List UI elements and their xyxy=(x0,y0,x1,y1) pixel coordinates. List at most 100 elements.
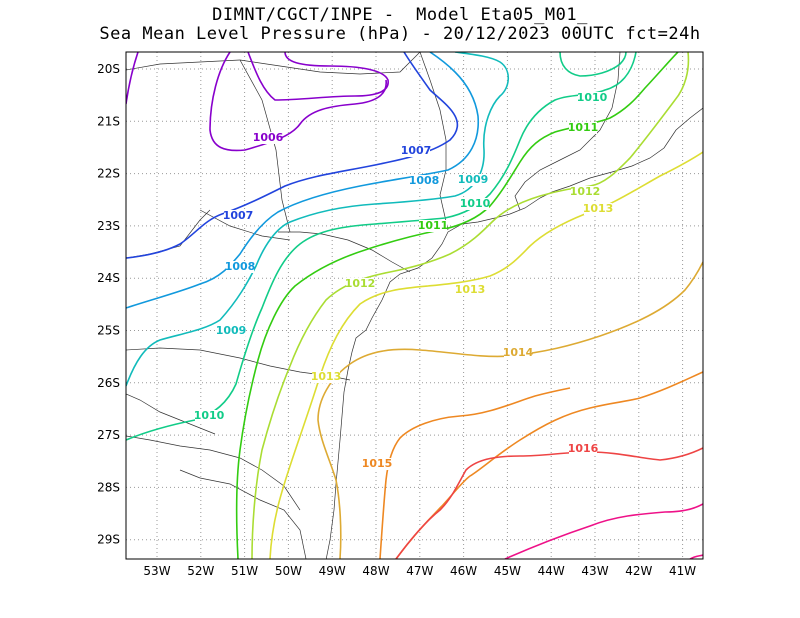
isobar-1006 xyxy=(126,52,139,105)
isobar-1006 xyxy=(209,52,387,152)
border-ms-sp xyxy=(239,59,291,233)
x-tick-label: 48W xyxy=(362,564,389,578)
isobar-1016 xyxy=(395,447,703,559)
isobar-1008 xyxy=(126,52,480,309)
isobar-label-1012: 1012 xyxy=(345,277,376,290)
isobar-label-1014: 1014 xyxy=(503,346,534,359)
border-arg xyxy=(126,393,216,435)
map-title: DIMNT/CGCT/INPE - Model Eta05_M01_ Sea M… xyxy=(0,6,800,44)
border-mg-rj xyxy=(514,52,621,211)
x-tick-label: 51W xyxy=(231,564,258,578)
isobar-1014 xyxy=(317,261,703,559)
title-line-2: Sea Mean Level Pressure (hPa) - 20/12/20… xyxy=(99,24,701,44)
x-tick-label: 43W xyxy=(581,564,608,578)
border-ms-go xyxy=(126,59,241,71)
border-rs-sc xyxy=(126,435,301,511)
y-tick-label: 20S xyxy=(97,62,120,76)
isobar-label-1010: 1010 xyxy=(460,197,491,210)
y-tick-label: 29S xyxy=(97,533,120,547)
isobar-label-background xyxy=(410,175,438,187)
isobar-1012 xyxy=(251,52,690,559)
isobar-label-background xyxy=(456,284,484,296)
isobar-label-1006: 1006 xyxy=(253,131,284,144)
isobar-1010 xyxy=(559,52,627,77)
y-tick-label: 25S xyxy=(97,324,120,338)
x-tick-label: 52W xyxy=(187,564,214,578)
isobar-label-1016: 1016 xyxy=(568,442,599,455)
isobar-label-background xyxy=(419,220,447,232)
isobar-1006 xyxy=(247,52,389,101)
x-tick-label: 45W xyxy=(494,564,521,578)
coastline xyxy=(325,107,703,559)
isobar-label-1013: 1013 xyxy=(311,370,342,383)
isobar-label-background xyxy=(459,174,487,186)
isobar-label-background xyxy=(402,145,430,157)
isobar-1010 xyxy=(126,52,637,441)
isobar-1013 xyxy=(269,151,703,559)
isobar-label-background xyxy=(578,92,606,104)
isobar-label-background xyxy=(569,122,597,134)
isobar-label-1015: 1015 xyxy=(362,457,393,470)
latitude-tick-labels: 20S 21S 22S 23S 24S 25S 26S 27S 28S 29S xyxy=(97,62,120,547)
isobar-label-background xyxy=(254,132,282,144)
isobar-label-1010: 1010 xyxy=(194,409,225,422)
isobar-label-1012: 1012 xyxy=(570,185,601,198)
isobar-label-1008: 1008 xyxy=(409,174,440,187)
isobar-label-background xyxy=(195,410,223,422)
x-tick-label: 50W xyxy=(275,564,302,578)
isobar-label-1011: 1011 xyxy=(418,219,449,232)
isobar-1015 xyxy=(379,387,571,559)
isobar-label-1009: 1009 xyxy=(216,324,247,337)
isobar-label-background xyxy=(226,261,254,273)
x-tick-label: 41W xyxy=(669,564,696,578)
longitude-tick-labels: 53W 52W 51W 50W 49W 48W 47W 46W 45W 44W 43W 42W 41W xyxy=(143,564,696,578)
coastline-borders xyxy=(126,52,703,559)
isobar-1007 xyxy=(126,52,459,259)
isobar-label-1011: 1011 xyxy=(568,121,599,134)
isobar-label-background xyxy=(346,278,374,290)
lat-lon-grid xyxy=(126,52,703,559)
isobar-contours xyxy=(126,52,703,559)
y-tick-label: 27S xyxy=(97,428,120,442)
isobar-label-background xyxy=(312,371,340,383)
border-uruguay xyxy=(179,469,307,559)
x-tick-label: 53W xyxy=(143,564,170,578)
isobar-label-background xyxy=(571,186,599,198)
map-frame xyxy=(125,51,704,560)
y-tick-label: 22S xyxy=(97,167,120,181)
border-pr-sp xyxy=(278,231,411,273)
isobar-label-1007: 1007 xyxy=(223,209,254,222)
y-tick-label: 24S xyxy=(97,271,120,285)
isobar-label-background xyxy=(584,203,612,215)
isobar-1009 xyxy=(126,52,510,387)
isobar-labels: 1006 1007 1007 1008 1008 1009 1009 1010 1010 1010… xyxy=(194,91,614,470)
title-line-1: DIMNT/CGCT/INPE - Model Eta05_M01_ xyxy=(212,5,588,25)
x-tick-label: 47W xyxy=(406,564,433,578)
isobar-label-1010: 1010 xyxy=(577,91,608,104)
isobar-label-background xyxy=(217,325,245,337)
isobar-label-background xyxy=(224,210,252,222)
isobar-1017 xyxy=(689,554,703,559)
isobar-label-background xyxy=(461,198,489,210)
border-paraguay xyxy=(126,209,211,259)
isobar-1017 xyxy=(504,503,703,559)
isobar-label-background xyxy=(504,347,532,359)
isobar-label-1013: 1013 xyxy=(583,202,614,215)
isobar-1015 xyxy=(395,371,703,559)
y-tick-label: 26S xyxy=(97,376,120,390)
x-tick-label: 44W xyxy=(538,564,565,578)
isobar-label-1008: 1008 xyxy=(225,260,256,273)
x-tick-label: 49W xyxy=(319,564,346,578)
border-sp-mg xyxy=(419,52,449,231)
isobar-label-background xyxy=(363,458,391,470)
isobar-label-1007: 1007 xyxy=(401,144,432,157)
y-tick-label: 23S xyxy=(97,219,120,233)
x-tick-label: 46W xyxy=(450,564,477,578)
x-tick-label: 42W xyxy=(625,564,652,578)
y-tick-label: 21S xyxy=(97,114,120,128)
isobar-label-1009: 1009 xyxy=(458,173,489,186)
border-go-mg xyxy=(239,52,421,75)
isobar-label-1013: 1013 xyxy=(455,283,486,296)
y-tick-label: 28S xyxy=(97,480,120,494)
